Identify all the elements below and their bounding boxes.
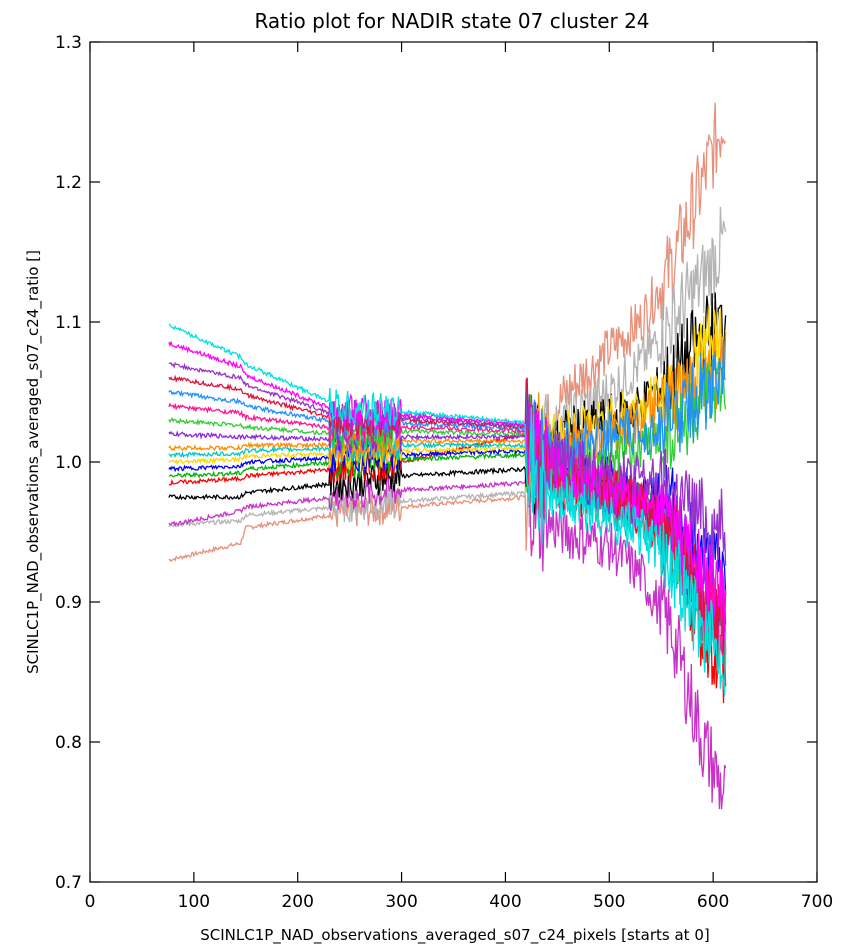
series-line: [168, 459, 727, 810]
series-line: [168, 394, 727, 656]
series-line: [168, 361, 727, 566]
y-tick-label: 0.7: [55, 873, 82, 893]
y-tick-label: 1.1: [55, 313, 82, 333]
x-tick-label: 300: [385, 892, 417, 912]
series-line: [168, 102, 727, 563]
series-line: [168, 323, 727, 696]
x-tick-label: 700: [801, 892, 833, 912]
x-tick-label: 0: [85, 892, 96, 912]
y-tick-label: 1.0: [55, 453, 82, 473]
x-tick-label: 100: [178, 892, 210, 912]
series-line: [168, 394, 727, 657]
series-line: [168, 305, 727, 503]
series-lines: [168, 102, 727, 810]
x-tick-label: 600: [697, 892, 729, 912]
y-axis: 0.7 0.8 0.9 1.0 1.1 1.2 1.3: [55, 33, 817, 893]
series-line: [168, 206, 727, 528]
series-line: [168, 332, 727, 496]
chart-title: Ratio plot for NADIR state 07 cluster 24: [254, 9, 649, 33]
series-line: [168, 359, 727, 498]
x-tick-label: 400: [489, 892, 521, 912]
x-tick-label: 200: [281, 892, 313, 912]
x-axis: 0 100 200 300 400 500 600 700: [85, 42, 833, 912]
x-axis-label: SCINLC1P_NAD_observations_averaged_s07_c…: [200, 926, 709, 945]
y-axis-label: SCINLC1P_NAD_observations_averaged_s07_c…: [24, 250, 43, 674]
y-tick-label: 0.9: [55, 593, 82, 613]
y-tick-label: 0.8: [55, 733, 82, 753]
x-tick-label: 500: [593, 892, 625, 912]
y-tick-label: 1.2: [55, 173, 82, 193]
series-line: [168, 339, 727, 500]
y-tick-label: 1.3: [55, 33, 82, 53]
